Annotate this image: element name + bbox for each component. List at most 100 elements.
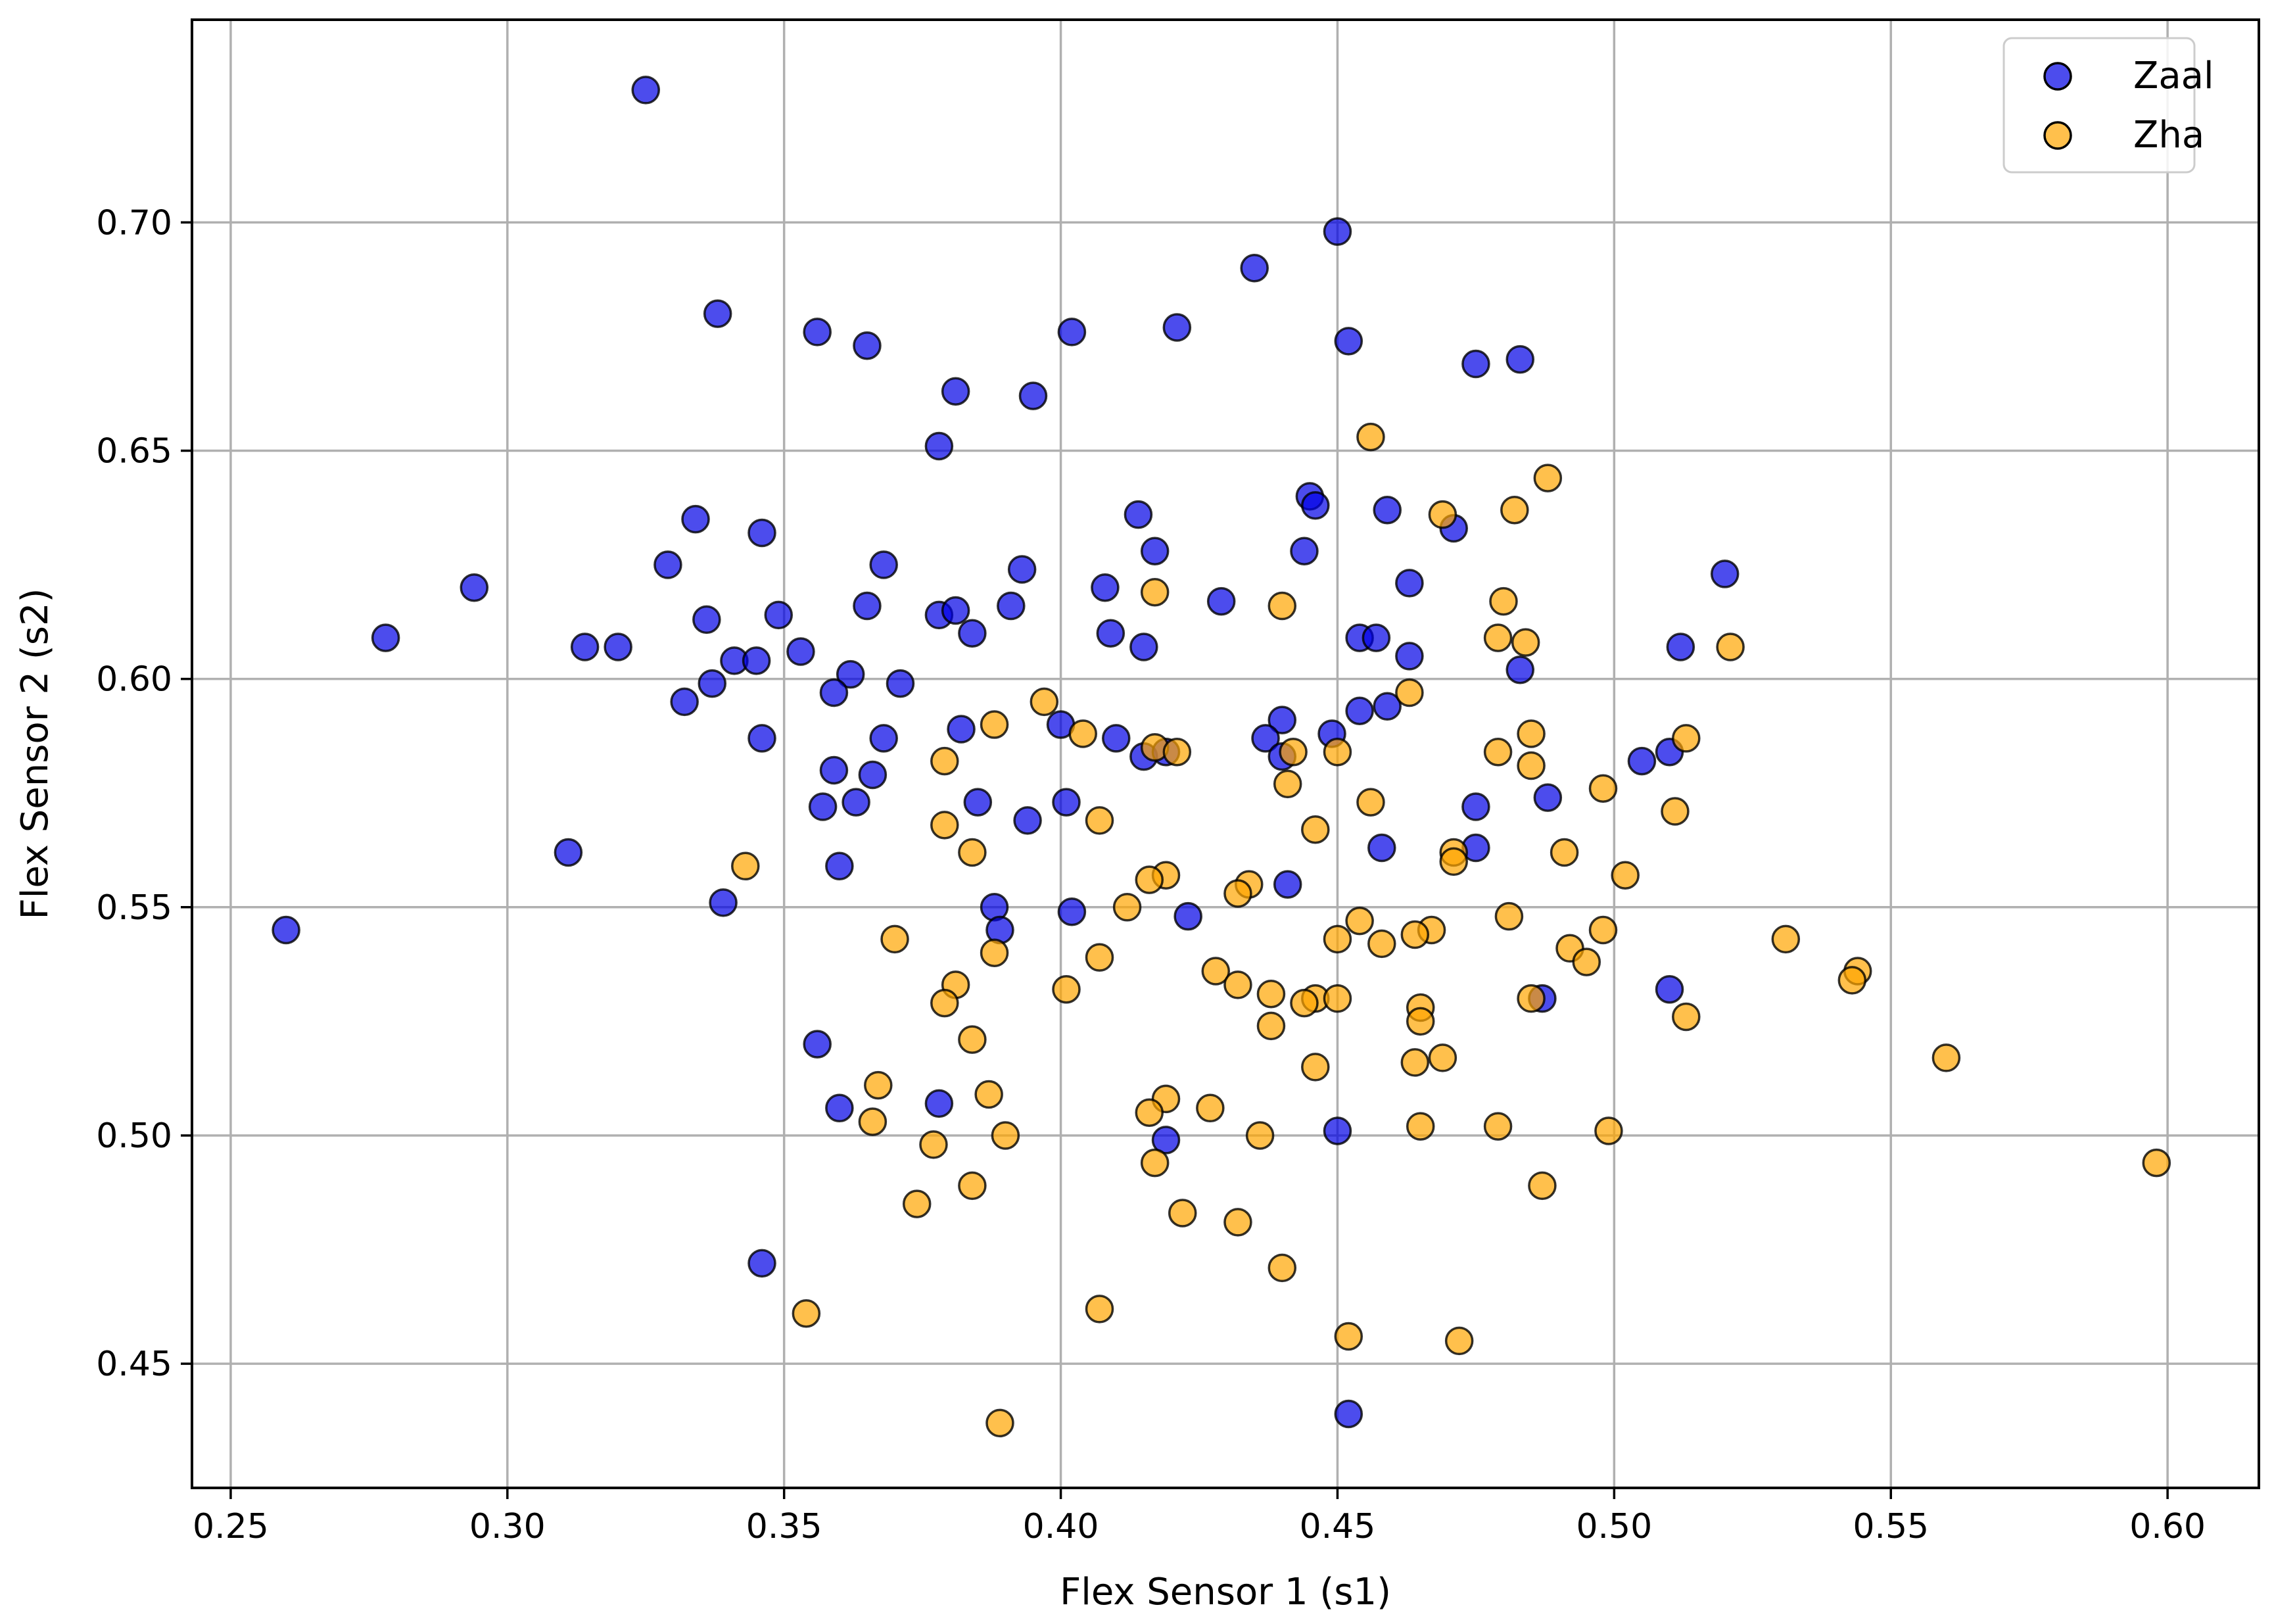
- point-zaal: [1290, 537, 1319, 565]
- point-zha: [902, 1189, 932, 1218]
- point-zha: [1661, 797, 1690, 826]
- point-zaal: [997, 591, 1026, 621]
- x-tick-label: 0.60: [2129, 1507, 2206, 1546]
- point-zha: [1112, 893, 1142, 922]
- point-zha: [1273, 769, 1302, 799]
- point-zha: [1500, 495, 1529, 525]
- point-zha: [1528, 1171, 1557, 1201]
- point-zha: [1489, 586, 1518, 616]
- point-zaal: [747, 724, 776, 753]
- point-zaal: [869, 724, 898, 753]
- x-tick-label: 0.30: [469, 1507, 546, 1546]
- point-zha: [1256, 1011, 1286, 1041]
- point-zha: [1588, 774, 1618, 803]
- point-zha: [1611, 861, 1640, 890]
- point-zha: [1517, 984, 1546, 1013]
- point-zha: [958, 1171, 987, 1201]
- point-zaal: [853, 591, 882, 621]
- point-zha: [980, 710, 1009, 739]
- x-tick-label: 0.35: [746, 1507, 822, 1546]
- point-zaal: [819, 755, 849, 785]
- point-zha: [1672, 1002, 1701, 1032]
- point-zha: [1135, 1098, 1164, 1128]
- plot-frame: [191, 18, 2260, 1489]
- point-zaal: [747, 1249, 776, 1278]
- point-zaal: [803, 318, 832, 346]
- point-zaal: [1334, 1399, 1363, 1429]
- legend-marker-zha: [2043, 121, 2072, 150]
- point-zha: [1511, 628, 1540, 657]
- point-zha: [1716, 633, 1745, 661]
- point-zha: [1334, 1322, 1363, 1351]
- point-zaal: [653, 550, 682, 579]
- point-zha: [919, 1130, 948, 1159]
- point-zaal: [460, 573, 489, 602]
- point-zha: [1550, 838, 1579, 867]
- point-zha: [1588, 915, 1618, 945]
- point-zaal: [947, 715, 976, 744]
- point-zaal: [1301, 491, 1330, 520]
- point-zaal: [1018, 381, 1048, 410]
- point-zaal: [1162, 313, 1192, 342]
- point-zaal: [836, 659, 865, 689]
- point-zaal: [1362, 623, 1391, 652]
- point-zaal: [703, 299, 732, 328]
- point-zha: [1572, 947, 1601, 976]
- point-zha: [1323, 924, 1352, 954]
- point-zha: [991, 1121, 1020, 1150]
- point-zaal: [1373, 495, 1402, 525]
- point-zha: [1483, 737, 1513, 767]
- point-zaal: [941, 596, 970, 625]
- point-zaal: [1102, 724, 1131, 753]
- point-zha: [1256, 979, 1286, 1009]
- data-points: [272, 76, 2171, 1438]
- point-zha: [980, 938, 1009, 967]
- legend-label-zaal: Zaal: [2133, 55, 2214, 97]
- legend-marker-zaal: [2043, 62, 2072, 91]
- y-tick-label: 0.65: [96, 431, 172, 471]
- point-zha: [1771, 924, 1801, 954]
- point-zaal: [1345, 696, 1374, 725]
- point-zaal: [786, 637, 815, 666]
- point-zaal: [1666, 633, 1695, 661]
- point-zaal: [709, 888, 738, 917]
- point-zha: [1428, 1043, 1457, 1072]
- point-zha: [1483, 623, 1513, 652]
- point-zaal: [963, 788, 993, 817]
- point-zha: [985, 1408, 1014, 1438]
- point-zaal: [1096, 619, 1125, 648]
- point-zaal: [670, 687, 699, 717]
- point-zha: [1494, 901, 1524, 931]
- point-zaal: [681, 504, 710, 534]
- legend-label-zha: Zha: [2133, 114, 2204, 156]
- point-zha: [1245, 1121, 1275, 1150]
- point-zaal: [1057, 897, 1087, 926]
- y-tick-label: 0.60: [96, 660, 172, 700]
- x-tick-label: 0.55: [1853, 1507, 1929, 1546]
- point-zaal: [1627, 746, 1657, 776]
- point-zaal: [924, 1089, 954, 1118]
- point-zha: [1517, 751, 1546, 780]
- point-zaal: [941, 377, 970, 406]
- point-zaal: [1323, 217, 1352, 246]
- point-zaal: [692, 605, 721, 634]
- point-zaal: [1173, 901, 1202, 931]
- point-zaal: [570, 633, 600, 661]
- point-zaal: [825, 851, 854, 881]
- point-zaal: [742, 646, 771, 675]
- point-zaal: [853, 331, 882, 360]
- point-zha: [1201, 957, 1231, 986]
- legend: Zaal Zha: [2002, 37, 2214, 174]
- y-tick-label: 0.70: [96, 203, 172, 243]
- point-zaal: [1206, 586, 1236, 616]
- point-zha: [1931, 1043, 1961, 1072]
- point-zha: [1323, 984, 1352, 1013]
- point-zaal: [764, 600, 794, 630]
- point-zaal: [1057, 318, 1087, 346]
- point-zha: [1068, 719, 1097, 748]
- point-zha: [1052, 975, 1081, 1004]
- point-zha: [1085, 943, 1114, 972]
- point-zaal: [958, 619, 987, 648]
- axis-ticks: 0.25 0.30 0.35 0.40 0.45 0.50 0.55 0.60 0.45 0.50…: [96, 203, 2206, 1546]
- point-zha: [958, 838, 987, 867]
